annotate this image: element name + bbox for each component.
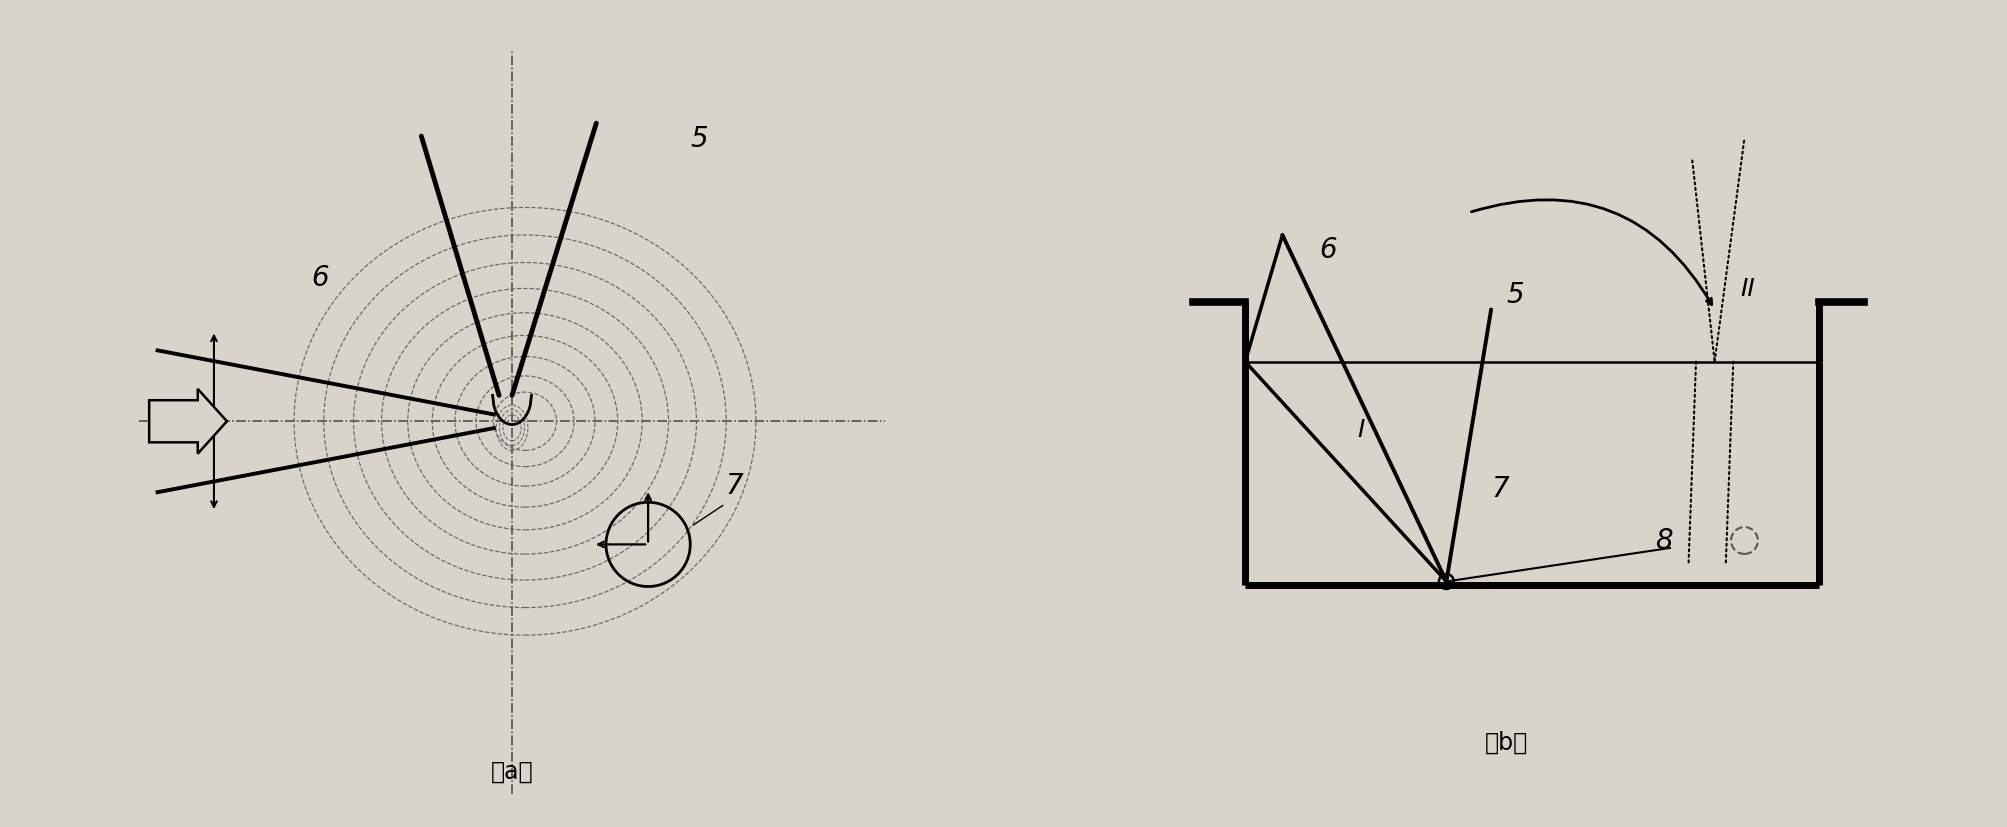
Text: （a）: （a） bbox=[490, 758, 534, 782]
Text: 6: 6 bbox=[1319, 236, 1337, 264]
Text: （b）: （b） bbox=[1483, 730, 1527, 754]
Text: 6: 6 bbox=[311, 264, 329, 292]
Text: 7: 7 bbox=[725, 471, 743, 499]
Text: 5: 5 bbox=[690, 125, 708, 153]
FancyArrow shape bbox=[149, 390, 227, 454]
Text: 8: 8 bbox=[1654, 526, 1672, 554]
Text: 5: 5 bbox=[1505, 280, 1523, 308]
Text: 7: 7 bbox=[1491, 474, 1507, 502]
Text: II: II bbox=[1740, 276, 1754, 300]
Text: I: I bbox=[1357, 418, 1363, 442]
